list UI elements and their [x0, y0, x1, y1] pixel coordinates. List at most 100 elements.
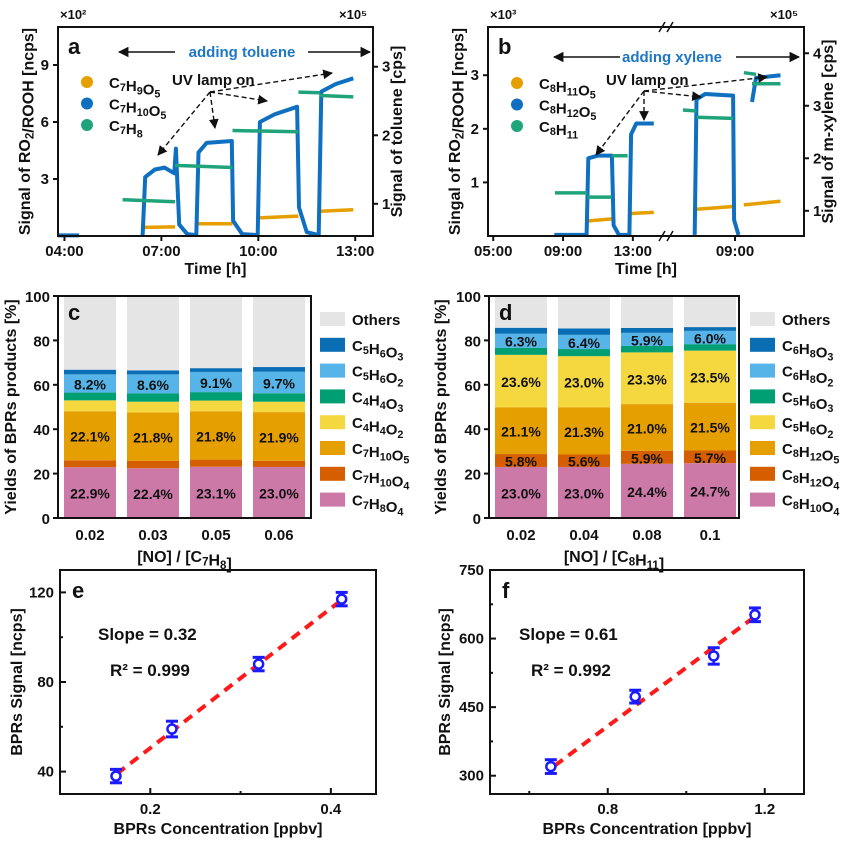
legend-swatch-C7H8O4: [320, 492, 345, 507]
y-left-multiplier: ×10²: [60, 7, 87, 22]
legend-label: C8H11: [539, 119, 578, 141]
x-tick-label: 04:00: [45, 243, 83, 260]
y-left-tick-label: 1: [471, 174, 479, 191]
panel-d: 23.0% 5.8% 21.1% 23.6% 6.3% 0.02 23.0% 5.6% 21.3…: [433, 289, 839, 573]
legend-label: C7H9O5: [109, 75, 160, 101]
bar-segment-C8H10O4: [621, 463, 673, 518]
legend-marker-C7H10O5: [81, 97, 93, 110]
y-tick-label: 300: [459, 768, 484, 785]
bar-value-label: 6.0%: [694, 331, 726, 347]
bar-segment-C7H8O4: [253, 466, 305, 518]
bar-segment-C5H6O2: [558, 356, 610, 408]
bar-value-label: 21.1%: [501, 424, 541, 440]
bar-segment-C8H12O5: [621, 404, 673, 451]
bar-value-label: 23.5%: [690, 370, 730, 386]
bar-segment-C4H4O2: [127, 401, 179, 413]
legend-label: C8H12O5: [539, 98, 596, 124]
x-axis-label: BPRs Concentration [ppbv]: [543, 821, 752, 838]
legend-label: C7H10O5: [109, 97, 166, 123]
y-tick-label: 80: [37, 674, 54, 691]
bar-segment-C4H4O3: [127, 393, 179, 402]
bar-segment-C4H4O3: [64, 392, 116, 401]
bar-segment-C7H10O5: [127, 412, 179, 461]
bar-value-label: 22.4%: [133, 486, 173, 502]
legend-swatch-C8H10O4: [750, 492, 775, 507]
bar-value-label: 6.3%: [505, 334, 537, 350]
legend-label: C8H10O4: [782, 493, 839, 519]
bar-value-label: 5.6%: [568, 454, 600, 470]
bar-value-label: 24.4%: [627, 484, 667, 500]
x-tick-label: 0.04: [569, 527, 599, 544]
x-axis-label: Time [h]: [615, 261, 677, 278]
bar-segment-C8H12O4: [621, 450, 673, 464]
x-axis-label: BPRs Concentration [ppbv]: [114, 821, 323, 838]
bar-segment-C7H10O5: [190, 411, 242, 460]
r-squared-text: R² = 0.999: [110, 661, 190, 680]
legend-swatch-Others: [750, 312, 775, 326]
panel-label: a: [68, 34, 81, 59]
series-line-C8H12O5: [554, 121, 654, 237]
bar-value-label: 9.1%: [200, 375, 232, 391]
series-line-C8H11: [682, 108, 697, 113]
y-tick-label: 750: [459, 562, 484, 579]
bar-segment-C8H12O4: [684, 450, 736, 464]
y-axis-label: Yields of BPRs products [%]: [3, 299, 20, 514]
x-tick-label: 13:00: [336, 243, 374, 260]
legend-swatch-C6H8O2: [750, 363, 775, 378]
legend-swatch-C8H12O4: [750, 466, 775, 481]
plot-frame-b: [487, 26, 805, 237]
bar-value-label: 5.9%: [631, 332, 663, 348]
bar-value-label: 6.4%: [568, 335, 600, 351]
legend-label: C4H4O3: [352, 389, 403, 415]
y-tick-label: 100: [456, 289, 481, 306]
series-line-C7H8: [122, 197, 176, 204]
bar-segment-C7H8O4: [64, 467, 116, 518]
bar-segment-C6H8O3: [621, 327, 673, 333]
bar-segment-C5H6O3: [621, 345, 673, 353]
y-tick-label: 60: [464, 378, 481, 395]
series-line-C8H11: [696, 115, 734, 121]
legend-swatch-C5H6O3: [320, 337, 345, 352]
bar-value-label: 8.6%: [137, 377, 169, 393]
bar-segment-C8H12O5: [558, 407, 610, 455]
plot-frame-e: [59, 569, 377, 795]
x-axis-label: [NO] / [C8H11]: [564, 549, 664, 573]
series-line-C8H11O5: [587, 217, 613, 223]
bar-segment-C6H8O2: [621, 332, 673, 346]
data-point: [110, 770, 122, 782]
legend-marker-C7H9O5: [81, 76, 93, 88]
bar-segment-Others: [64, 296, 116, 370]
uv-arrow: [209, 69, 333, 93]
y-tick-label: 20: [464, 467, 481, 484]
bar-segment-C7H8O4: [127, 468, 179, 518]
x-tick-label: 09:00: [544, 243, 582, 260]
series-line-C8H11: [743, 70, 757, 77]
x-tick-label: 0.06: [264, 527, 293, 544]
bar-segment-C5H6O2: [621, 352, 673, 405]
series-line-C8H12O5: [692, 92, 741, 236]
x-tick-label: 07:00: [142, 243, 180, 260]
y-left-tick-label: 9: [41, 57, 49, 74]
y-right-tick-label: 2: [382, 127, 390, 144]
bar-segment-C8H12O5: [495, 407, 547, 455]
bar-segment-C6H8O2: [684, 330, 736, 345]
legend-swatch-C5H6O2: [320, 363, 345, 378]
bar-value-label: 23.0%: [564, 375, 604, 391]
y-tick-label: 40: [33, 422, 50, 439]
y-left-tick-label: 2: [471, 121, 479, 138]
panel-label: d: [499, 300, 512, 325]
slope-text: Slope = 0.32: [98, 625, 197, 644]
bar-segment-C5H6O2: [253, 371, 305, 394]
x-tick-label: 10:00: [239, 243, 277, 260]
x-tick-label: 09:00: [716, 243, 754, 260]
data-point: [749, 609, 761, 621]
x-tick-label: 0.05: [201, 527, 230, 544]
x-tick-label: 0.4: [320, 801, 342, 818]
series-line-C7H10O5: [140, 76, 354, 238]
uv-lamp-annotation: UV lamp on: [172, 72, 255, 89]
legend-label: C6H8O3: [782, 338, 833, 364]
bar-value-label: 8.2%: [74, 376, 106, 392]
plot-frame-f: [489, 569, 805, 795]
r-squared-text: R² = 0.992: [531, 661, 611, 680]
